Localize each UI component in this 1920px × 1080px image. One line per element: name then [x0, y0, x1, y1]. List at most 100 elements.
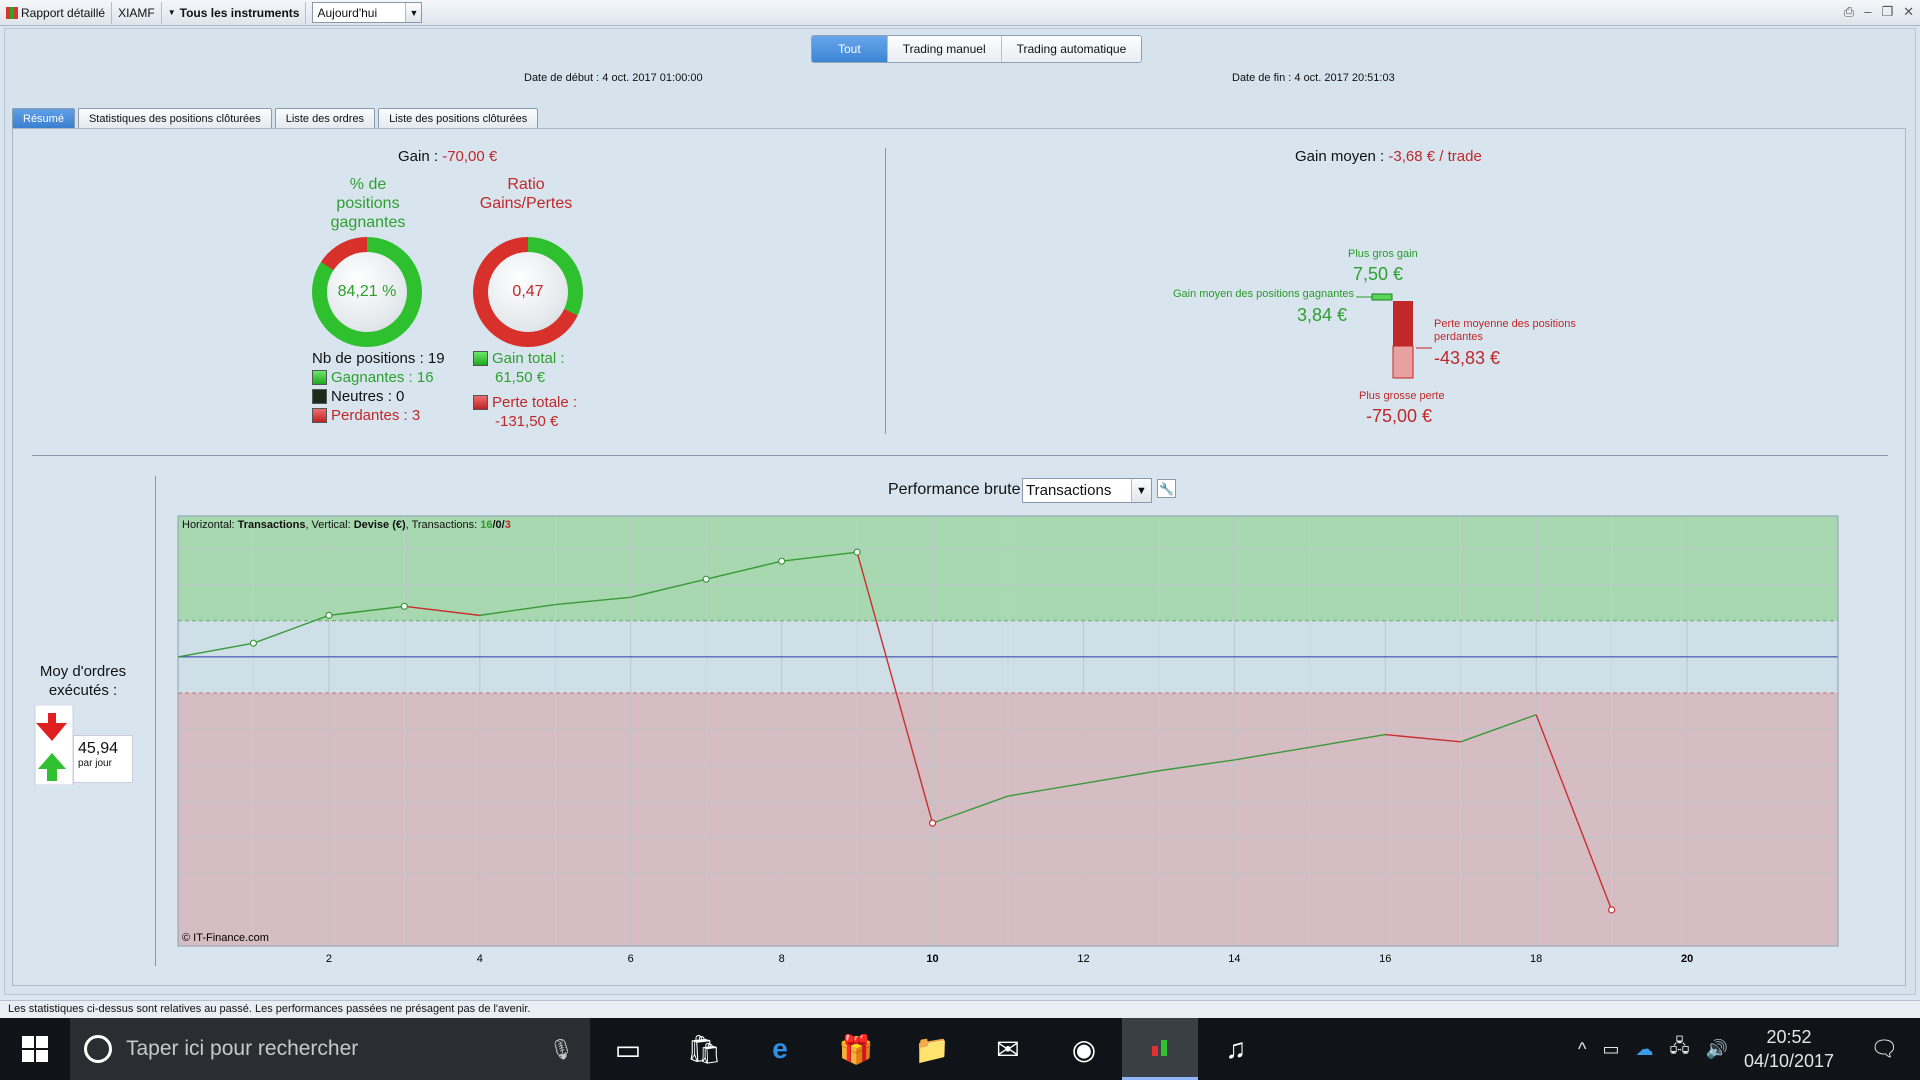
clock[interactable]: 20:52 04/10/2017: [1744, 1025, 1834, 1073]
system-tray: ^ ▭ ☁ 🖧 🔊 20:52 04/10/2017 🗨: [1578, 1018, 1920, 1080]
chart-info-part: 3: [505, 519, 511, 531]
best-gain-label: Plus gros gain: [1348, 248, 1418, 260]
end-date-value: 4 oct. 2017 20:51:03: [1294, 72, 1395, 84]
caret-down-icon: ▼: [167, 8, 176, 17]
neutral-text: Neutres : 0: [331, 388, 405, 405]
windows-logo-icon: [22, 1036, 48, 1062]
notifications-icon[interactable]: 🗨: [1870, 1036, 1898, 1061]
win-pct-value: 84,21 %: [327, 252, 407, 332]
chevron-up-icon[interactable]: ^: [1578, 1038, 1587, 1059]
ratio-value: 0,47: [488, 252, 568, 332]
mail-icon[interactable]: ✉: [996, 1033, 1020, 1065]
worst-loss-bar: [1392, 345, 1414, 379]
avg-win-value: 3,84 €: [1297, 305, 1348, 325]
series-segment: [555, 596, 631, 606]
instruments-dropdown[interactable]: ▼ Tous les instruments: [162, 1, 307, 24]
period-select[interactable]: Aujourd'hui ▼: [312, 2, 423, 23]
x-tick-label: 6: [628, 953, 634, 965]
series-segment: [781, 551, 858, 562]
onedrive-icon[interactable]: ☁: [1635, 1038, 1654, 1059]
avg-gain-value: -3,68 € / trade: [1388, 148, 1482, 165]
itunes-icon[interactable]: ♫: [1225, 1033, 1247, 1064]
total-gain-label: Gain total :: [492, 350, 565, 367]
red-square-icon: [473, 395, 488, 410]
chart-icon: [6, 6, 18, 19]
close-icon[interactable]: ✕: [1903, 4, 1914, 19]
chart-info-line: Horizontal: Transactions, Vertical: Devise…: [182, 519, 511, 531]
winners-text: Gagnantes : 16: [331, 369, 434, 386]
red-square-icon: [312, 408, 327, 423]
data-point: [325, 611, 333, 619]
windows-start-icon[interactable]: [0, 1018, 70, 1080]
chart-info-part: /: [492, 519, 495, 531]
avg-win-label: Gain moyen des positions gagnantes: [1173, 288, 1355, 300]
mode-manual-button[interactable]: Trading manuel: [887, 36, 1002, 62]
chart-divider: [155, 476, 156, 966]
series-segment: [404, 605, 480, 617]
data-point: [778, 557, 786, 565]
green-square-icon: [473, 351, 488, 366]
best-gain-value: 7,50 €: [1353, 264, 1404, 284]
chrome-icon[interactable]: ◉: [1071, 1033, 1097, 1065]
totals-legend: Gain total : 61,50 € Perte totale : -131…: [473, 349, 577, 431]
avg-gain-label: Gain moyen :: [1295, 148, 1385, 165]
chart-info-part: , Transactions:: [406, 519, 478, 531]
vertical-divider: [885, 148, 886, 434]
report-menu[interactable]: Rapport détaillé: [0, 1, 113, 24]
series-segment: [1083, 770, 1160, 785]
plot-border: [177, 515, 1839, 947]
orders-title: Moy d'ordres exécutés :: [39, 663, 127, 699]
worst-loss-label: Plus grosse perte: [1359, 390, 1445, 402]
mode-auto-button[interactable]: Trading automatique: [1001, 36, 1142, 62]
account-selector[interactable]: XIAMF: [112, 1, 162, 24]
period-value: Aujourd'hui: [317, 5, 378, 20]
tab-closed-positions[interactable]: Liste des positions clôturées: [378, 108, 539, 128]
store-icon[interactable]: 🛍: [686, 1033, 722, 1065]
orders-card: 45,94 par jour: [33, 705, 133, 785]
volume-icon[interactable]: 🔊: [1705, 1038, 1728, 1059]
nb-positions: Nb de positions : 19: [312, 350, 445, 367]
gain-label: Gain :: [398, 148, 439, 165]
total-loss-value: -131,50 €: [495, 413, 559, 430]
network-icon[interactable]: 🖧: [1669, 1036, 1690, 1056]
microphone-icon[interactable]: 🎙: [548, 1038, 574, 1061]
tab-closed-stats[interactable]: Statistiques des positions clôturées: [77, 108, 272, 128]
series-segment: [1460, 714, 1537, 743]
legend-losers: Perdantes : 3: [312, 406, 445, 425]
gift-icon[interactable]: 🎁: [838, 1033, 874, 1065]
orders-value-box: 45,94 par jour: [73, 735, 133, 783]
chevron-down-icon[interactable]: ▼: [1131, 479, 1151, 502]
x-tick-label: 8: [779, 953, 785, 965]
edge-icon[interactable]: e: [772, 1033, 788, 1064]
x-tick-label: 14: [1228, 953, 1240, 965]
x-tick-label: 2: [326, 953, 332, 965]
trading-app-icon[interactable]: [1122, 1018, 1198, 1080]
perf-select[interactable]: Transactions ▼: [1022, 478, 1152, 503]
orders-value: 45,94: [78, 740, 119, 757]
minimize-icon[interactable]: –: [1864, 4, 1872, 19]
positions-legend: Nb de positions : 19 Gagnantes : 16 Neut…: [312, 349, 445, 425]
report-tabs: Résumé Statistiques des positions clôtur…: [12, 108, 539, 128]
legend-winners: Gagnantes : 16: [312, 368, 445, 387]
data-point: [1608, 906, 1616, 914]
chart-info-part: , Vertical:: [305, 519, 350, 531]
app-toolbar: Rapport détaillé XIAMF ▼ Tous les instru…: [0, 0, 1920, 26]
chart-info-part: Transactions: [238, 519, 306, 531]
legend-neutral: Neutres : 0: [312, 387, 445, 406]
restore-icon[interactable]: ❐: [1881, 4, 1894, 19]
start-date-label: Date de début :: [524, 72, 600, 84]
mode-all-button[interactable]: Tout: [812, 36, 888, 62]
taskbar-search[interactable]: Taper ici pour rechercher 🎙: [70, 1018, 590, 1080]
series-segment: [856, 551, 934, 824]
print-icon[interactable]: ⎙: [1843, 4, 1855, 19]
x-tick-label: 16: [1379, 953, 1391, 965]
file-explorer-icon[interactable]: 📁: [914, 1033, 950, 1065]
battery-icon[interactable]: ▭: [1602, 1038, 1620, 1059]
task-view-icon[interactable]: ▭: [614, 1033, 642, 1065]
tab-orders[interactable]: Liste des ordres: [274, 108, 376, 128]
wrench-icon[interactable]: 🔧: [1157, 479, 1176, 498]
x-tick-label: 20: [1681, 953, 1693, 965]
tab-summary[interactable]: Résumé: [12, 108, 75, 128]
chevron-down-icon[interactable]: ▼: [405, 3, 422, 22]
total-loss: Perte totale :: [473, 393, 577, 412]
